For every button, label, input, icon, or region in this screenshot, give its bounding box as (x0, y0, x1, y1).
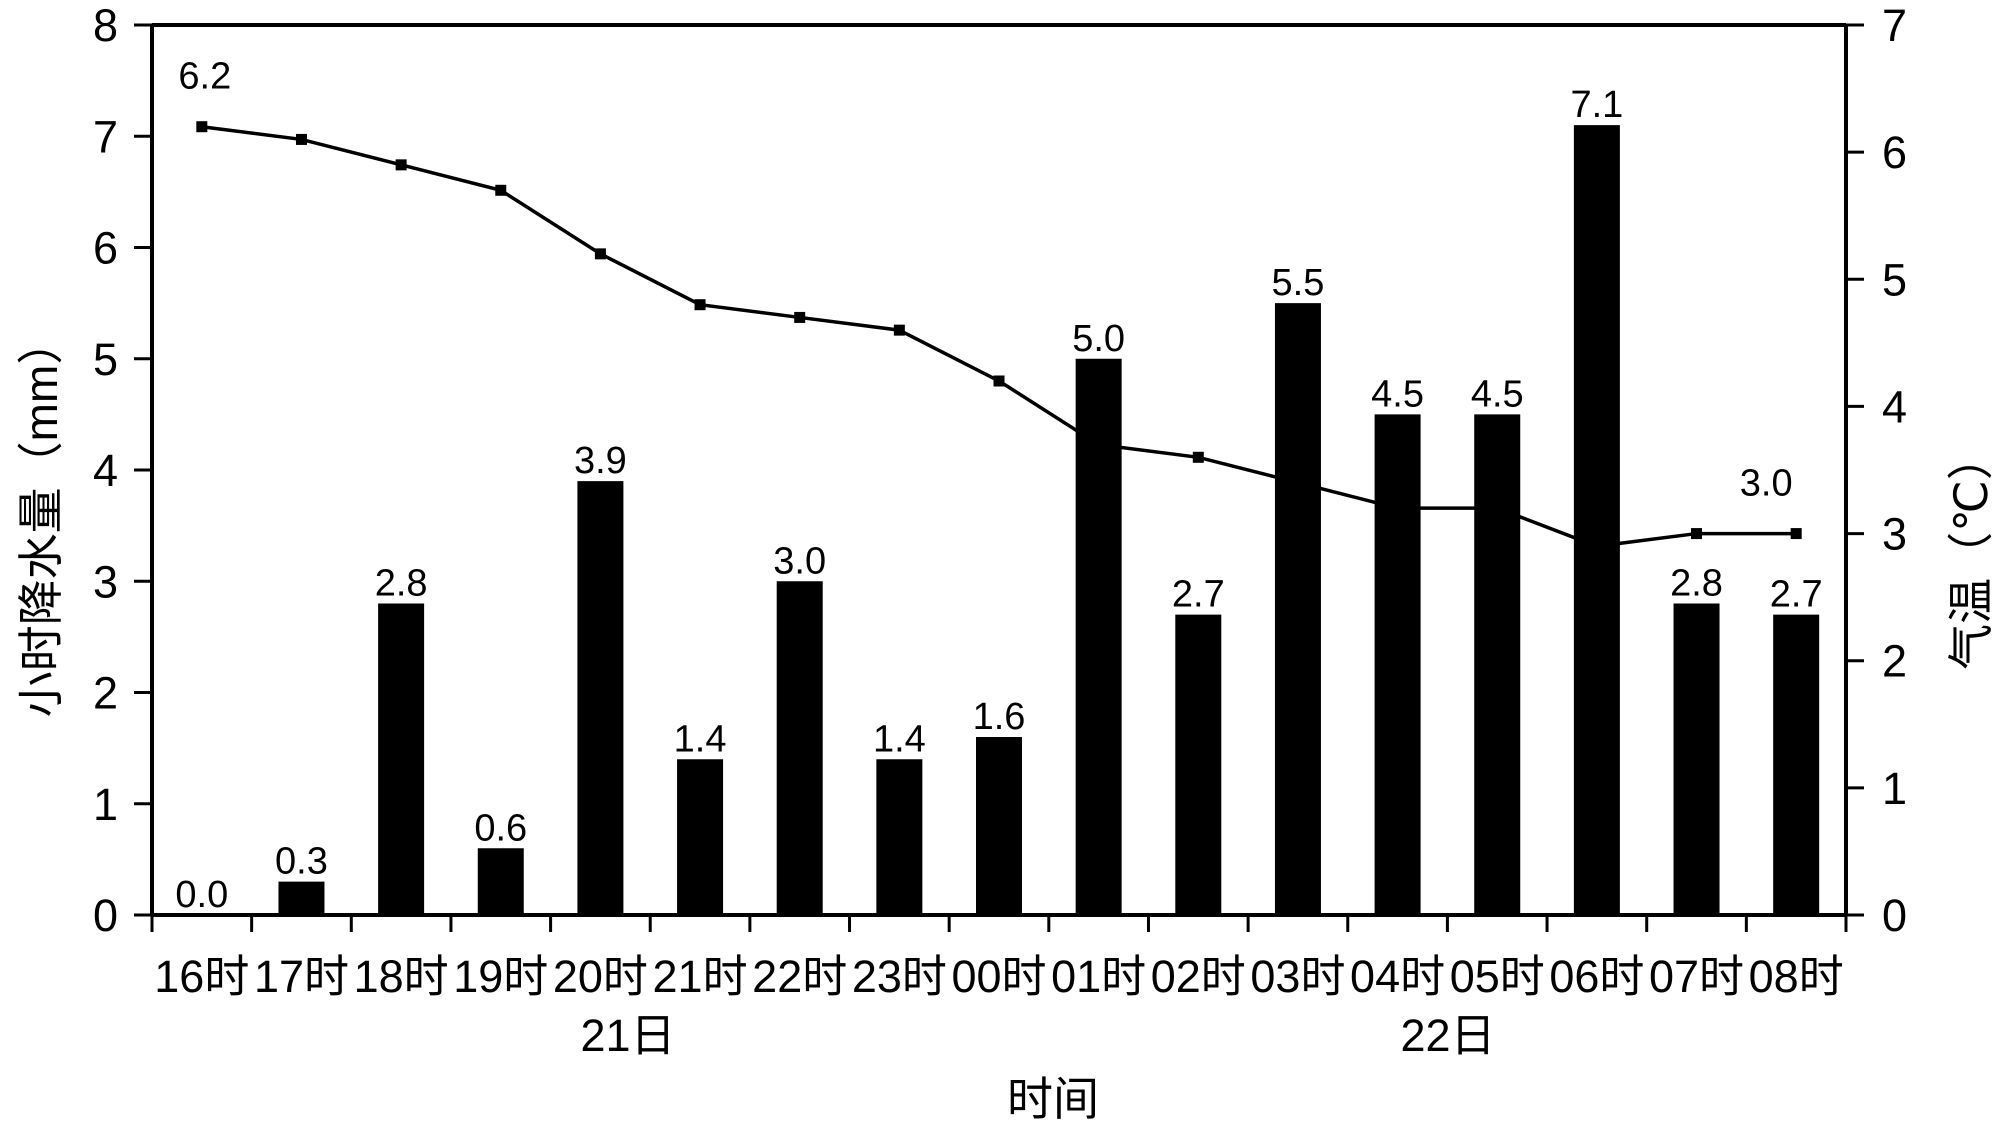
precip-value-label: 4.5 (1471, 373, 1524, 415)
temperature-marker (794, 311, 806, 323)
precip-value-label: 2.8 (1670, 563, 1723, 605)
left-axis-tick-label: 3 (93, 556, 118, 607)
temperature-marker (395, 159, 407, 171)
precip-bar (1374, 414, 1421, 915)
left-axis-tick-label: 2 (93, 668, 118, 719)
x-category-label: 07时 (1649, 951, 1744, 1002)
precip-bar (378, 603, 425, 915)
precip-bar (976, 737, 1022, 915)
precip-value-label: 1.4 (674, 718, 727, 760)
temperature-marker (1192, 451, 1204, 463)
precip-value-label: 3.0 (773, 540, 826, 582)
temperature-marker (694, 299, 706, 311)
left-axis-tick-label: 8 (93, 0, 118, 51)
temperature-line (201, 124, 1797, 549)
x-category-label: 06时 (1549, 951, 1644, 1002)
right-axis-tick-label: 4 (1882, 381, 1907, 432)
precip-bar (677, 759, 724, 915)
temperature-value-label: 3.0 (1740, 463, 1793, 505)
x-category-label: 05时 (1450, 951, 1545, 1002)
temperature-marker (196, 121, 208, 133)
left-axis-tick-label: 0 (93, 890, 118, 941)
precip-bar (1175, 614, 1222, 915)
precip-bar (1474, 414, 1521, 915)
precip-value-label: 0.0 (175, 874, 228, 916)
precip-value-label: 7.1 (1570, 84, 1623, 126)
x-category-label: 17时 (254, 951, 349, 1002)
precip-bar (278, 881, 325, 915)
left-axis-tick-label: 7 (93, 111, 118, 162)
precip-value-label: 0.6 (474, 807, 527, 849)
right-axis-tick-label: 5 (1882, 254, 1907, 305)
precip-bar (577, 481, 624, 915)
x-category-label: 21时 (653, 951, 748, 1002)
precip-value-label: 1.6 (973, 696, 1026, 738)
precip-bar (876, 759, 923, 915)
precip-value-label: 2.7 (1172, 574, 1225, 616)
precip-bar (1573, 125, 1620, 915)
x-category-label: 01时 (1051, 951, 1146, 1002)
right-axis-tick-label: 1 (1882, 763, 1907, 814)
precip-bar (1075, 358, 1122, 915)
precip-bar (1773, 614, 1820, 915)
precip-bar (776, 581, 823, 915)
precip-bar (477, 848, 524, 915)
left-axis-tick-label: 5 (93, 334, 118, 385)
precip-value-label: 5.0 (1072, 318, 1125, 360)
right-axis-tick-label: 6 (1882, 127, 1907, 178)
x-category-label: 08时 (1749, 951, 1844, 1002)
temperature-value-label: 6.2 (178, 56, 231, 98)
day-group-label: 21日 (580, 1010, 675, 1061)
precip-value-label: 4.5 (1371, 373, 1424, 415)
precip-value-label: 1.4 (873, 718, 926, 760)
x-category-label: 02时 (1151, 951, 1246, 1002)
temperature-marker (495, 184, 507, 196)
x-category-label: 22时 (752, 951, 847, 1002)
precip-value-label: 3.9 (574, 440, 627, 482)
left-axis-tick-label: 6 (93, 223, 118, 274)
x-category-label: 00时 (951, 951, 1046, 1002)
temperature-marker (1790, 528, 1802, 540)
precip-value-label: 2.8 (375, 563, 428, 605)
temperature-marker (295, 133, 307, 145)
x-category-label: 23时 (852, 951, 947, 1002)
precip-bar (1673, 603, 1720, 915)
temperature-marker (993, 375, 1005, 387)
precip-value-label: 2.7 (1770, 574, 1823, 616)
precip-value-label: 0.3 (275, 841, 328, 883)
temperature-marker (594, 248, 606, 260)
x-category-label: 03时 (1250, 951, 1345, 1002)
left-axis-tick-label: 1 (93, 779, 118, 830)
right-axis-tick-label: 0 (1882, 890, 1907, 941)
temperature-marker (893, 324, 905, 336)
right-axis-tick-label: 7 (1882, 0, 1907, 51)
x-category-label: 19时 (453, 951, 548, 1002)
precip-bar (1274, 303, 1321, 915)
left-axis-title: 小时降水量（mm） (15, 318, 67, 718)
temperature-marker (1691, 528, 1703, 540)
precip-value-label: 5.5 (1272, 262, 1325, 304)
x-category-label: 04时 (1350, 951, 1445, 1002)
x-category-label: 18时 (354, 951, 449, 1002)
left-axis-tick-label: 4 (93, 445, 118, 496)
x-category-label: 16时 (154, 951, 249, 1002)
right-axis-tick-label: 3 (1882, 509, 1907, 560)
day-group-label: 22日 (1400, 1010, 1495, 1061)
right-axis-tick-label: 2 (1882, 636, 1907, 687)
x-axis-title: 时间 (1007, 1073, 1099, 1125)
right-axis-title: 气温（℃） (1945, 434, 1997, 670)
x-category-label: 20时 (553, 951, 648, 1002)
